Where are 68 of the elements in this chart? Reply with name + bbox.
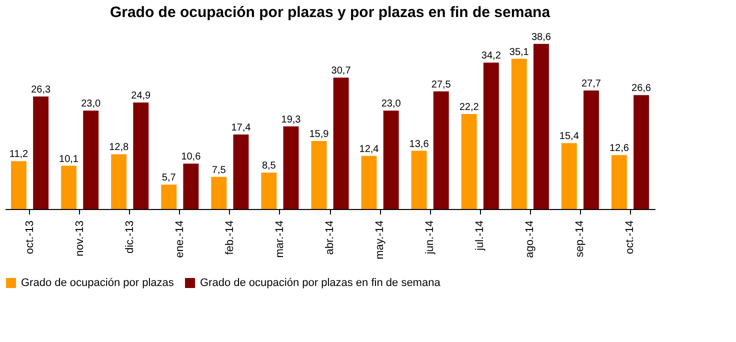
bar [584, 90, 599, 209]
data-label: 12,6 [609, 143, 630, 154]
data-label: 23,0 [381, 98, 402, 110]
data-label: 19,3 [281, 114, 302, 126]
data-label: 7,5 [212, 164, 226, 176]
x-tick-label: oct.-14 [624, 220, 636, 254]
data-label: 10,1 [59, 154, 79, 165]
bar [61, 166, 76, 209]
bar [283, 126, 299, 209]
legend-label: Grado de ocupación por plazas [21, 277, 174, 289]
bar [233, 134, 249, 209]
bar [333, 78, 349, 209]
bar [611, 155, 627, 209]
bar [511, 58, 527, 209]
data-label: 17,4 [231, 122, 252, 134]
bar [533, 44, 549, 209]
bar [383, 110, 399, 209]
bar [433, 91, 449, 209]
data-label: 27,5 [431, 79, 452, 90]
bar [483, 62, 499, 209]
x-tick-label: nov.-13 [74, 220, 86, 256]
data-label: 22,2 [459, 102, 480, 113]
data-label: 38,6 [531, 32, 552, 43]
bar [161, 184, 177, 209]
data-label: 35,1 [509, 46, 530, 58]
x-tick-label: jul.-14 [474, 220, 486, 252]
data-label: 23,0 [81, 98, 102, 110]
data-label: 12,8 [109, 142, 129, 154]
data-label: 15,9 [309, 128, 330, 140]
data-label: 26,6 [632, 83, 652, 94]
legend-label: Grado de ocupación por plazas en fin de semana [200, 277, 442, 289]
bar [461, 114, 477, 209]
x-tick-label: dic.-13 [124, 220, 136, 254]
bar [561, 143, 577, 209]
bar [261, 172, 277, 209]
x-tick-label: mar.-14 [274, 220, 286, 258]
bar [361, 156, 377, 209]
x-tick-label: ago.-14 [524, 220, 536, 258]
data-label: 5,7 [162, 172, 176, 184]
bar [634, 95, 649, 209]
chart-title: Grado de ocupación por plazas y por plazas en fin de semana [110, 4, 551, 21]
x-tick-label: sep.-14 [574, 220, 586, 258]
data-label: 26,3 [31, 84, 51, 96]
data-label: 30,7 [331, 66, 352, 77]
bar [183, 164, 199, 209]
data-label: 11,2 [9, 149, 29, 160]
x-tick-label: oct.-13 [24, 220, 36, 254]
x-tick-label: may.-14 [374, 220, 386, 260]
bar [83, 110, 99, 209]
data-label: 34,2 [481, 50, 502, 62]
x-tick-label: jun.-14 [424, 220, 436, 256]
x-tick-label: abr.-14 [324, 220, 336, 255]
bar [311, 140, 327, 209]
x-tick-label: ene.-14 [174, 220, 186, 258]
data-label: 12,4 [359, 144, 380, 155]
bar [133, 102, 149, 209]
data-label: 27,7 [581, 78, 602, 90]
bar [411, 150, 427, 209]
data-label: 15,4 [559, 131, 580, 142]
data-label: 13,6 [409, 138, 430, 150]
x-tick-label: feb.-14 [224, 220, 236, 255]
bar [33, 96, 49, 209]
bar [11, 161, 26, 209]
bar [211, 176, 227, 209]
data-label: 24,9 [131, 90, 152, 102]
data-label: 8,5 [262, 160, 276, 172]
data-label: 10,6 [181, 152, 202, 163]
bar [111, 154, 127, 209]
